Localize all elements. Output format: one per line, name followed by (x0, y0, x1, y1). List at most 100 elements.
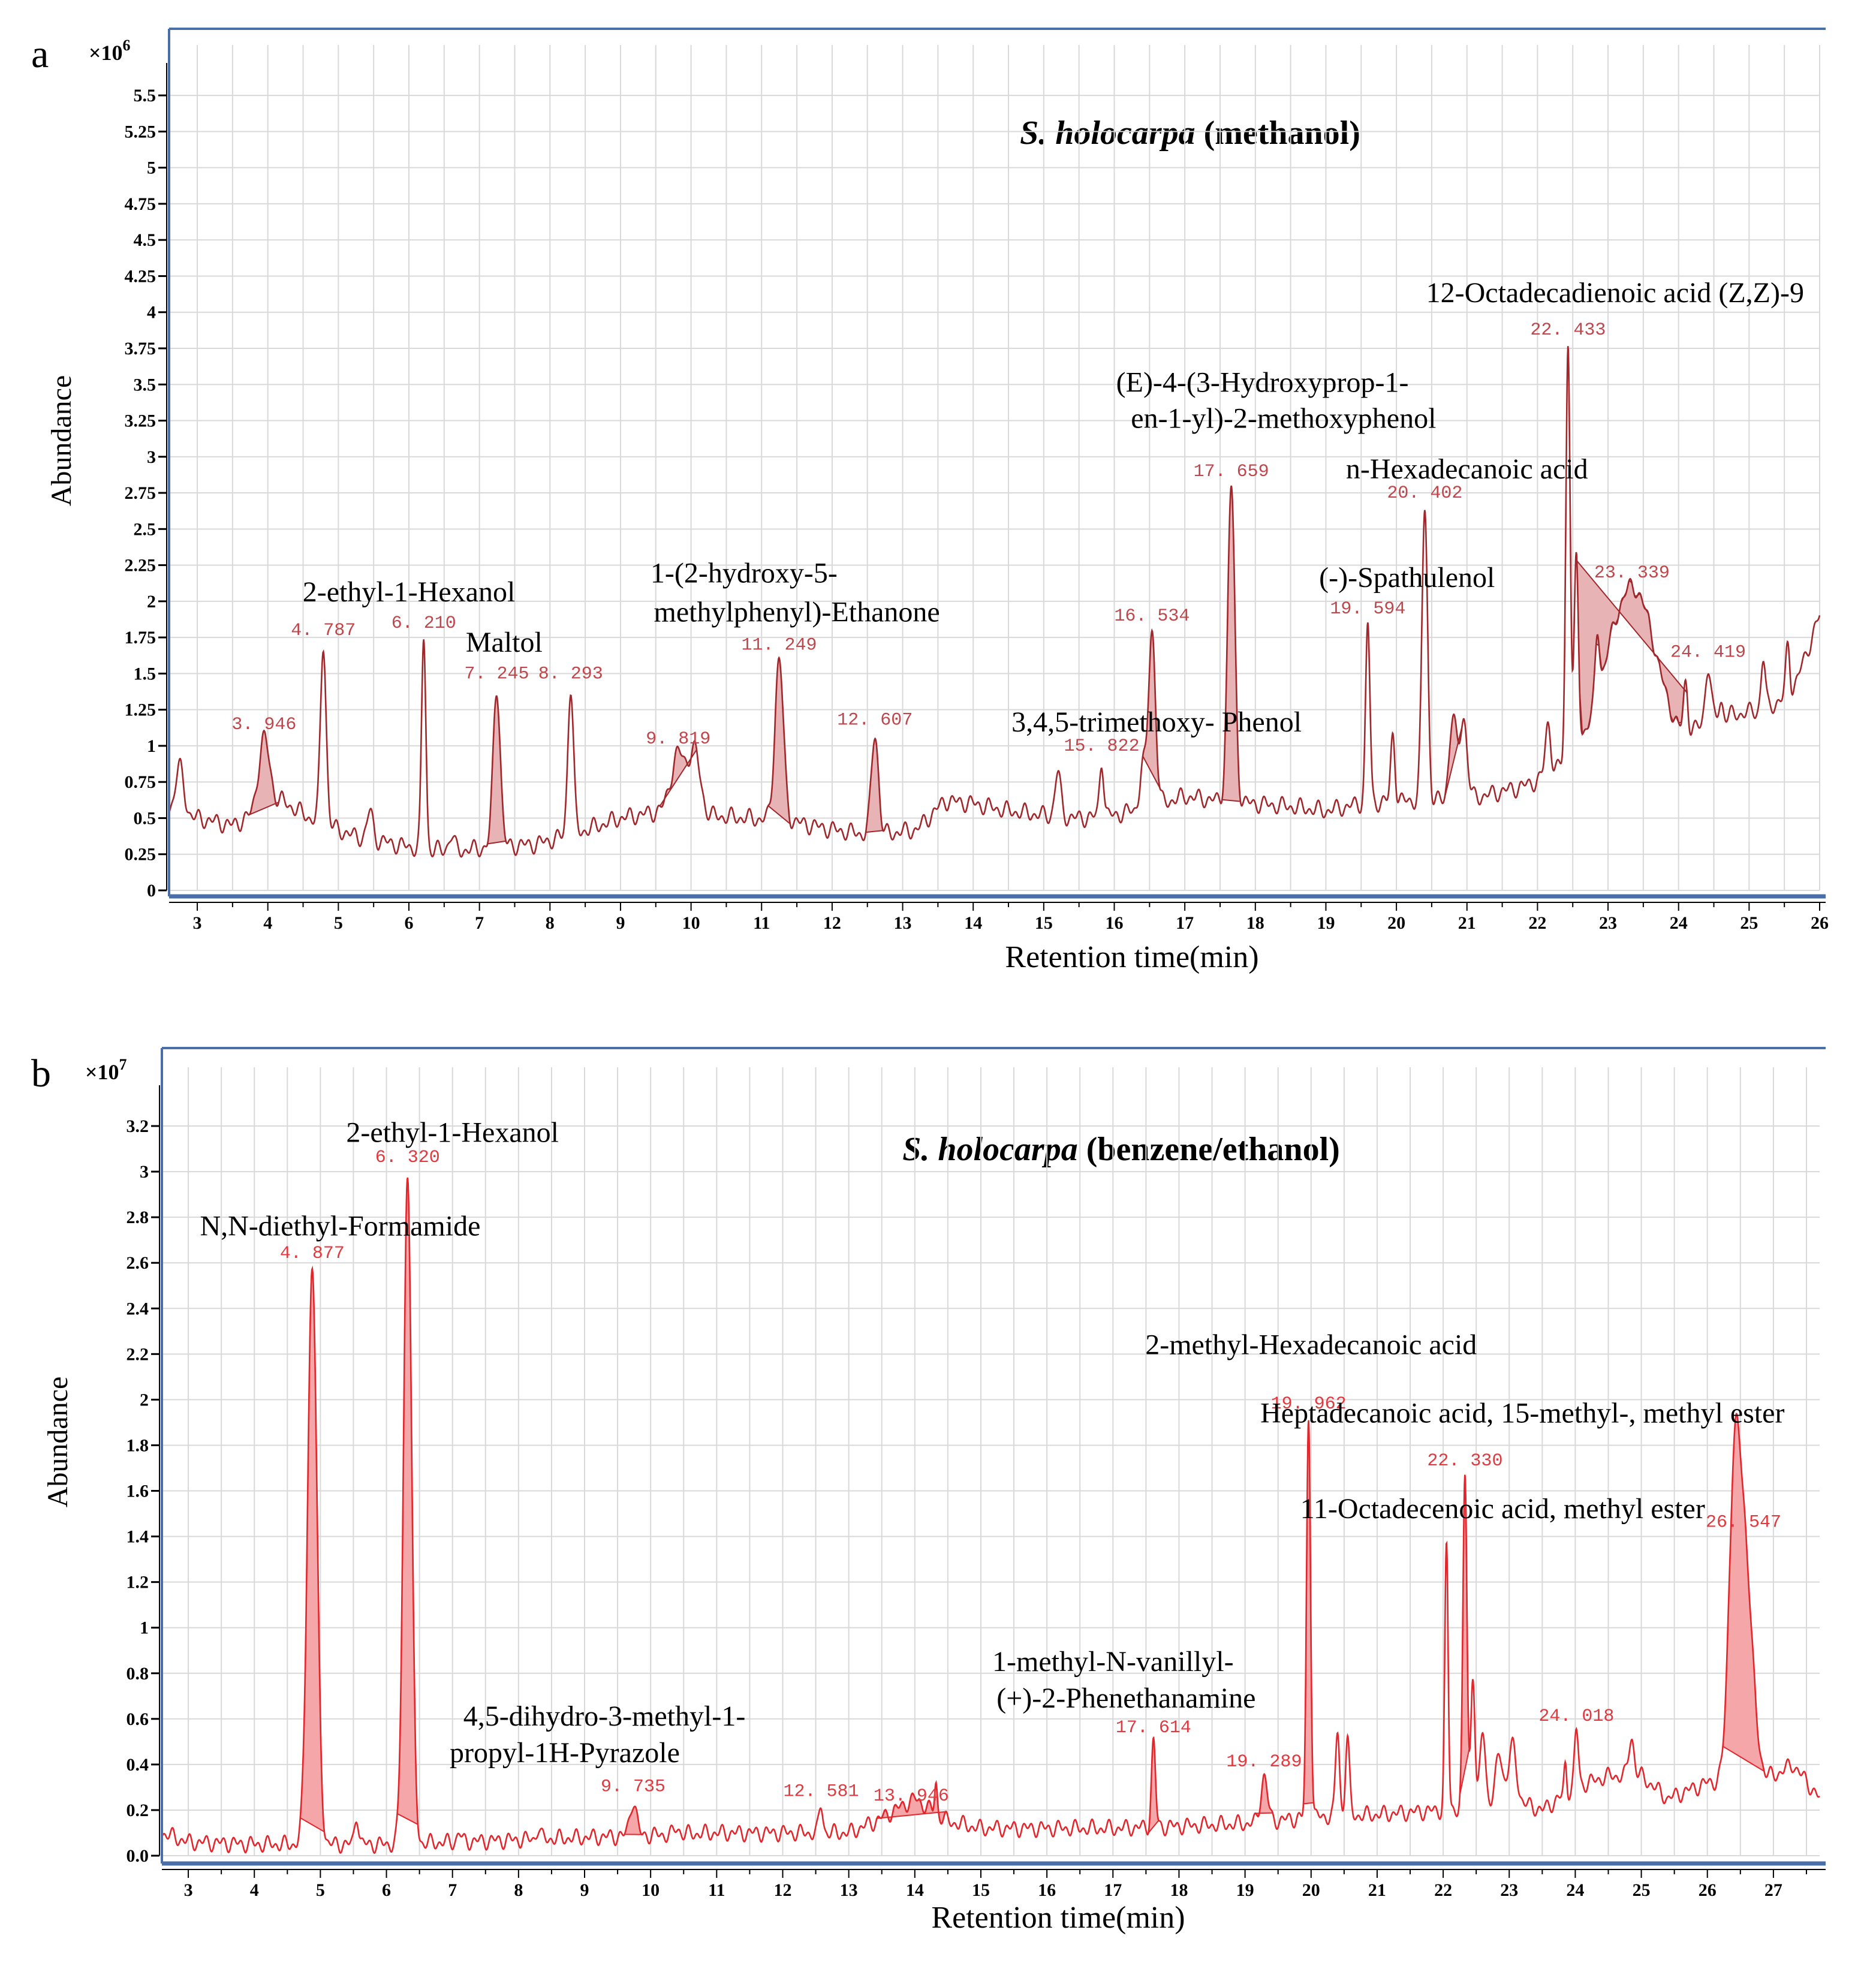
compound-annotation: en-1-yl)-2-methoxyphenol (1131, 403, 1436, 435)
y-tick-label: 3.2 (127, 1116, 149, 1136)
x-tick-label: 19 (1236, 1880, 1254, 1900)
panel-b-title: S. holocarpa (benzene/ethanol) (902, 1131, 1340, 1168)
panel-b-x-axis-label: Retention time(min) (931, 1901, 1185, 1935)
x-tick-label: 13 (894, 913, 912, 933)
y-tick-label: 1.25 (125, 700, 156, 720)
x-tick-label: 8 (514, 1880, 523, 1900)
panel-b-compound-annotations: 2-ethyl-1-Hexanol N,N-diethyl-Formamide 4,… (200, 1117, 1784, 1769)
x-tick-label: 24 (1670, 913, 1688, 933)
x-tick-label: 27 (1764, 1880, 1782, 1900)
y-tick-label: 2.25 (125, 556, 156, 576)
retention-time-label: 12. 607 (837, 710, 913, 731)
retention-time-label: 22. 330 (1427, 1451, 1502, 1471)
x-tick-label: 21 (1368, 1880, 1386, 1900)
panel-b-y-axis-label: Abundance (42, 1377, 74, 1508)
y-tick-label: 1 (140, 1618, 149, 1638)
panel-b-y-ticks: 0.0 0.2 0.4 0.6 0.8 1 1.2 1.4 1.6 1.8 2 2.2 2.4 2.6 2.… (127, 1116, 159, 1866)
retention-time-label: 4. 877 (280, 1244, 345, 1264)
x-tick-label: 6 (382, 1880, 391, 1900)
y-tick-label: 1.6 (127, 1482, 149, 1501)
x-tick-label: 10 (682, 913, 700, 933)
y-tick-label: 4.5 (134, 230, 156, 250)
compound-annotation: N,N-diethyl-Formamide (200, 1211, 480, 1242)
x-tick-label: 16 (1106, 913, 1124, 933)
compound-annotation: 1-(2-hydroxy-5- (651, 558, 838, 589)
panel-a-scale: ×106 (89, 37, 131, 65)
x-tick-label: 23 (1500, 1880, 1518, 1900)
y-tick-label: 0.25 (125, 845, 156, 865)
y-tick-label: 5.25 (125, 122, 156, 142)
x-tick-label: 3 (193, 913, 202, 933)
x-tick-label: 5 (316, 1880, 325, 1900)
x-tick-label: 11 (708, 1880, 725, 1900)
y-tick-label: 1.4 (127, 1527, 149, 1547)
y-tick-label: 5 (147, 158, 156, 178)
retention-time-label: 6. 320 (375, 1148, 440, 1168)
y-tick-label: 4.75 (125, 194, 156, 214)
y-tick-label: 1.8 (127, 1435, 149, 1455)
panel-a-y-axis-label: Abundance (46, 375, 77, 507)
panel-b-scale-prefix: ×10 (85, 1060, 119, 1084)
compound-annotation: Heptadecanoic acid, 15-methyl-, methyl e… (1260, 1397, 1784, 1429)
y-tick-label: 2 (140, 1390, 149, 1410)
panel-a-chromatogram-trace (168, 346, 1821, 858)
x-tick-label: 17 (1104, 1880, 1122, 1900)
retention-time-label: 16. 534 (1114, 606, 1190, 627)
y-tick-label: 5.5 (134, 86, 156, 106)
x-tick-label: 4 (250, 1880, 259, 1900)
y-tick-label: 3 (140, 1162, 149, 1182)
panel-a-x-axis-label: Retention time(min) (1005, 940, 1258, 974)
panel-b-axes (159, 1047, 1826, 1870)
x-tick-label: 22 (1434, 1880, 1452, 1900)
compound-annotation: n-Hexadecanoic acid (1346, 453, 1588, 485)
retention-time-label: 17. 614 (1116, 1718, 1191, 1738)
retention-time-label: 24. 018 (1538, 1706, 1614, 1727)
compound-annotation: 2-ethyl-1-Hexanol (303, 576, 516, 608)
x-tick-label: 15 (1035, 913, 1053, 933)
panel-a-scale-prefix: ×10 (89, 41, 123, 65)
y-tick-label: 1 (147, 736, 156, 756)
retention-time-label: 20. 402 (1387, 483, 1462, 504)
y-tick-label: 3 (147, 447, 156, 467)
panel-b-title-extract: (benzene/ethanol) (1078, 1131, 1340, 1168)
y-tick-label: 0.5 (134, 808, 156, 828)
compound-annotation: (-)-Spathulenol (1319, 562, 1495, 594)
retention-time-label: 19. 289 (1226, 1752, 1302, 1772)
compound-annotation: methylphenyl)-Ethanone (654, 597, 939, 628)
y-tick-label: 3.75 (125, 339, 156, 359)
chromatogram-panel-b: b ×107 S. holocarpa (benzene/ethanol) Ab… (31, 1047, 1826, 1935)
panel-a-letter: a (31, 32, 49, 76)
compound-annotation: propyl-1H-Pyrazole (450, 1737, 680, 1769)
panel-b-chromatogram-trace (161, 1177, 1820, 1854)
x-tick-label: 7 (475, 913, 484, 933)
compound-annotation: 2-methyl-Hexadecanoic acid (1145, 1329, 1477, 1360)
x-tick-label: 14 (906, 1880, 924, 1900)
x-tick-label: 10 (642, 1880, 660, 1900)
x-tick-label: 14 (964, 913, 982, 933)
retention-time-label: 24. 419 (1670, 642, 1746, 663)
x-tick-label: 22 (1528, 913, 1546, 933)
retention-time-label: 4. 787 (291, 621, 356, 641)
retention-time-label: 8. 293 (538, 664, 603, 685)
retention-time-label: 19. 594 (1330, 599, 1405, 619)
retention-time-label: 11. 249 (742, 635, 817, 655)
y-tick-label: 2.5 (134, 519, 156, 539)
retention-time-label: 22. 433 (1530, 320, 1606, 341)
retention-time-label: 12. 581 (783, 1781, 859, 1802)
x-tick-label: 24 (1566, 1880, 1584, 1900)
y-tick-label: 4 (147, 303, 156, 323)
panel-a-title-species: S. holocarpa (1020, 115, 1196, 152)
y-tick-label: 1.2 (127, 1573, 149, 1592)
y-tick-label: 0.0 (127, 1846, 149, 1866)
x-tick-label: 8 (546, 913, 555, 933)
y-tick-label: 0.4 (127, 1755, 149, 1775)
y-tick-label: 0.2 (127, 1801, 149, 1820)
x-tick-label: 9 (580, 1880, 589, 1900)
compound-annotation: 1-methyl-N-vanillyl- (992, 1646, 1234, 1678)
y-tick-label: 2.8 (127, 1208, 149, 1227)
x-tick-label: 26 (1811, 913, 1829, 933)
panel-a-scale-exponent: 6 (123, 37, 131, 54)
panel-b-scale-exponent: 7 (119, 1056, 127, 1073)
x-tick-label: 25 (1740, 913, 1758, 933)
panel-a-retention-labels: 3. 946 4. 787 6. 210 7. 245 8. 293 9. 819 11. … (231, 320, 1746, 757)
